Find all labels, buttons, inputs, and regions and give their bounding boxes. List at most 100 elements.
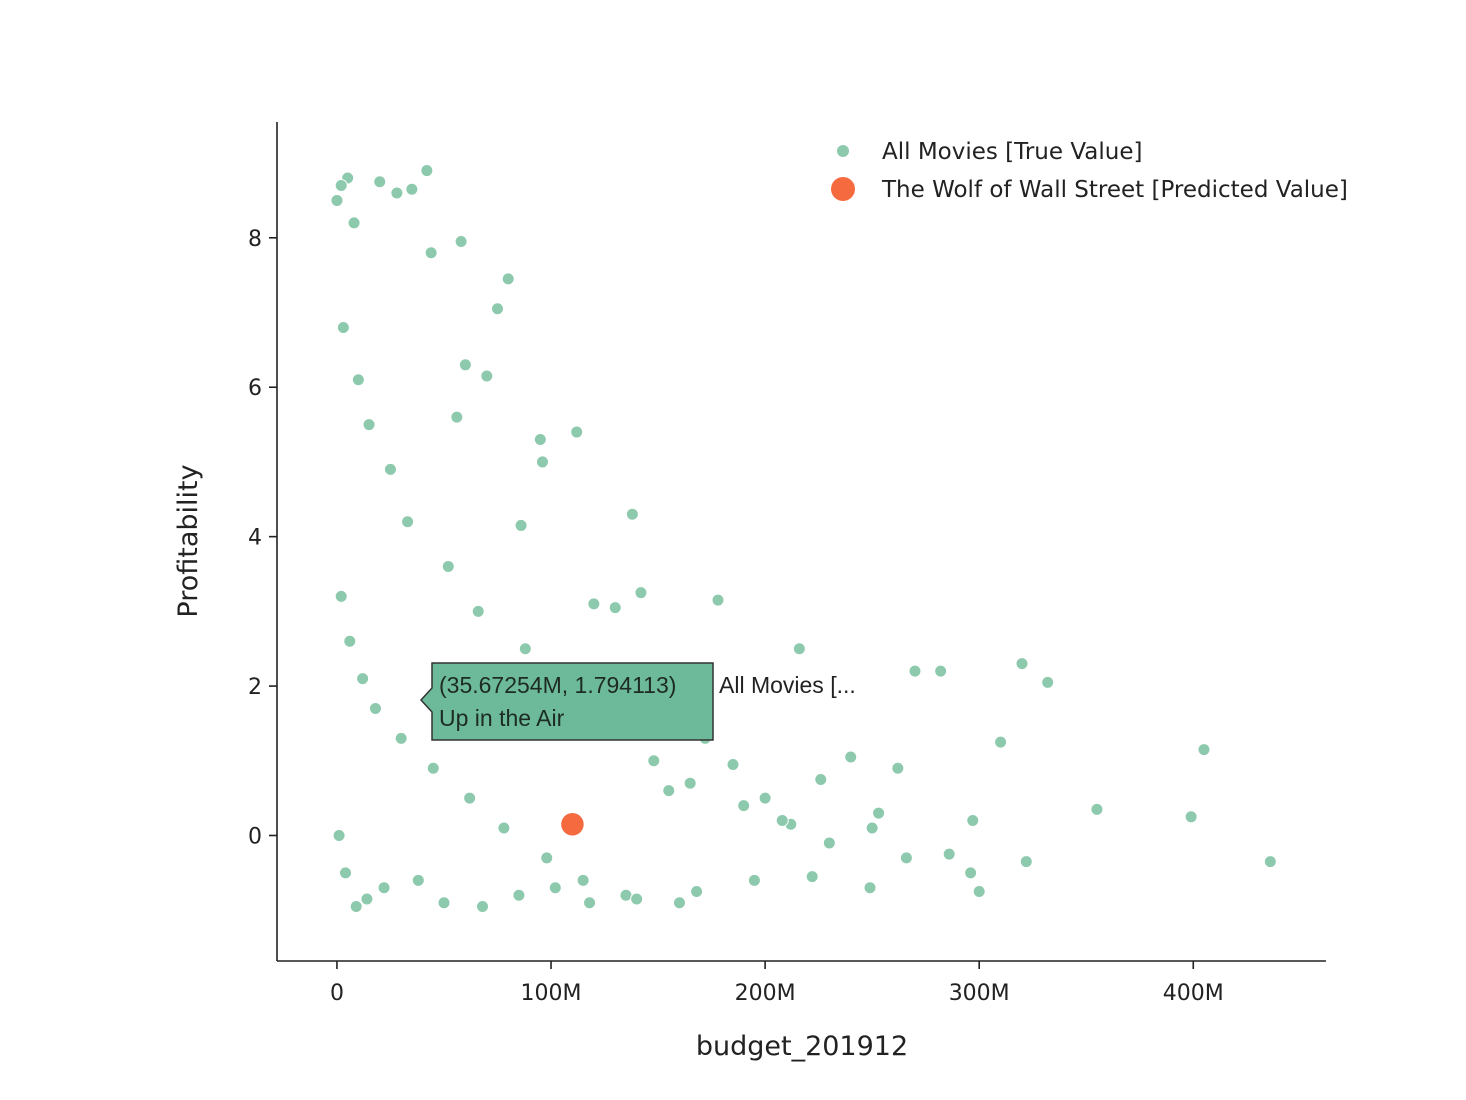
data-point-true-value[interactable] [966,814,980,828]
legend-label-predicted-value: The Wolf of Wall Street [Predicted Value… [881,177,1348,203]
data-point-true-value[interactable] [394,731,408,745]
x-axis-title: budget_201912 [696,1031,908,1062]
data-point-true-value[interactable] [458,358,472,372]
data-point-true-value[interactable] [497,821,511,835]
data-point-true-value[interactable] [865,821,879,835]
data-point-true-value[interactable] [339,866,353,880]
data-point-true-value[interactable] [587,597,601,611]
data-point-true-value[interactable] [424,246,438,260]
data-point-true-value[interactable] [334,589,348,603]
data-point-true-value[interactable] [405,182,419,196]
data-point-true-value[interactable] [463,791,477,805]
data-point-true-value[interactable] [512,888,526,902]
data-point-true-value[interactable] [1015,657,1029,671]
data-point-true-value[interactable] [775,814,789,828]
data-point-true-value[interactable] [805,870,819,884]
data-point-true-value[interactable] [863,881,877,895]
x-tick-label: 200M [735,981,796,1006]
data-point-true-value[interactable] [583,896,597,910]
data-point-true-value[interactable] [336,320,350,334]
data-point-true-value[interactable] [662,784,676,798]
data-point-true-value[interactable] [576,873,590,887]
data-point-true-value[interactable] [347,216,361,230]
legend[interactable]: All Movies [True Value] The Wolf of Wall… [831,139,1348,203]
data-point-true-value[interactable] [441,560,455,574]
y-tick-label: 6 [248,376,262,401]
legend-item-predicted-value[interactable]: The Wolf of Wall Street [Predicted Value… [831,177,1348,203]
data-point-true-value[interactable] [608,601,622,615]
data-point-true-value[interactable] [1184,810,1198,824]
data-point-true-value[interactable] [908,664,922,678]
data-point-true-value[interactable] [942,847,956,861]
data-point-true-value[interactable] [1090,802,1104,816]
data-point-true-value[interactable] [491,302,505,316]
data-point-true-value[interactable] [690,885,704,899]
data-point-true-value[interactable] [683,776,697,790]
data-point-true-value[interactable] [535,455,549,469]
points-layer [330,164,1277,913]
data-point-true-value[interactable] [332,828,346,842]
data-point-true-value[interactable] [872,806,886,820]
data-point-true-value[interactable] [540,851,554,865]
data-point-true-value[interactable] [514,518,528,532]
data-point-true-value[interactable] [711,593,725,607]
data-point-true-value[interactable] [672,896,686,910]
data-point-true-value[interactable] [476,899,490,913]
data-point-true-value[interactable] [647,754,661,768]
data-point-true-value[interactable] [401,515,415,529]
data-point-true-value[interactable] [501,272,515,286]
data-point-true-value[interactable] [758,791,772,805]
data-point-true-value[interactable] [972,885,986,899]
data-point-true-value[interactable] [420,164,434,178]
data-point-true-value[interactable] [625,507,639,521]
tooltip-box [419,662,714,741]
data-point-true-value[interactable] [792,642,806,656]
data-point-true-value[interactable] [630,892,644,906]
legend-item-true-value[interactable]: All Movies [True Value] [837,139,1142,165]
data-point-true-value[interactable] [934,664,948,678]
data-point-true-value[interactable] [518,642,532,656]
data-point-true-value[interactable] [471,604,485,618]
data-point-true-value[interactable] [964,866,978,880]
data-point-true-value[interactable] [994,735,1008,749]
data-point-true-value[interactable] [480,369,494,383]
data-point-true-value[interactable] [383,462,397,476]
data-point-true-value[interactable] [334,179,348,193]
data-point-true-value[interactable] [362,418,376,432]
data-point-true-value[interactable] [426,761,440,775]
data-point-true-value[interactable] [360,892,374,906]
data-point-true-value[interactable] [330,193,344,207]
data-point-true-value[interactable] [891,761,905,775]
data-point-true-value[interactable] [822,836,836,850]
data-point-true-value[interactable] [454,235,468,249]
data-point-true-value[interactable] [368,701,382,715]
data-point-true-value[interactable] [351,373,365,387]
data-point-true-value[interactable] [437,896,451,910]
data-point-true-value[interactable] [1019,855,1033,869]
data-point-true-value[interactable] [1041,675,1055,689]
data-point-true-value[interactable] [634,586,648,600]
data-point-true-value[interactable] [377,881,391,895]
data-point-true-value[interactable] [726,758,740,772]
data-point-true-value[interactable] [1263,855,1277,869]
data-point-true-value[interactable] [390,186,404,200]
data-point-true-value[interactable] [737,799,751,813]
data-point-true-value[interactable] [619,888,633,902]
data-point-true-value[interactable] [570,425,584,439]
data-point-true-value[interactable] [1197,743,1211,757]
data-point-true-value[interactable] [356,672,370,686]
data-point-true-value[interactable] [343,634,357,648]
data-point-true-value[interactable] [548,881,562,895]
data-point-true-value[interactable] [450,410,464,424]
tooltip-title: Up in the Air [439,705,565,731]
data-point-true-value[interactable] [814,772,828,786]
data-point-true-value[interactable] [349,899,363,913]
data-point-true-value[interactable] [747,873,761,887]
data-point-true-value[interactable] [533,433,547,447]
data-point-true-value[interactable] [844,750,858,764]
data-point-true-value[interactable] [411,873,425,887]
data-point-predicted-value[interactable] [559,811,586,838]
data-point-true-value[interactable] [899,851,913,865]
data-point-true-value[interactable] [373,175,387,189]
